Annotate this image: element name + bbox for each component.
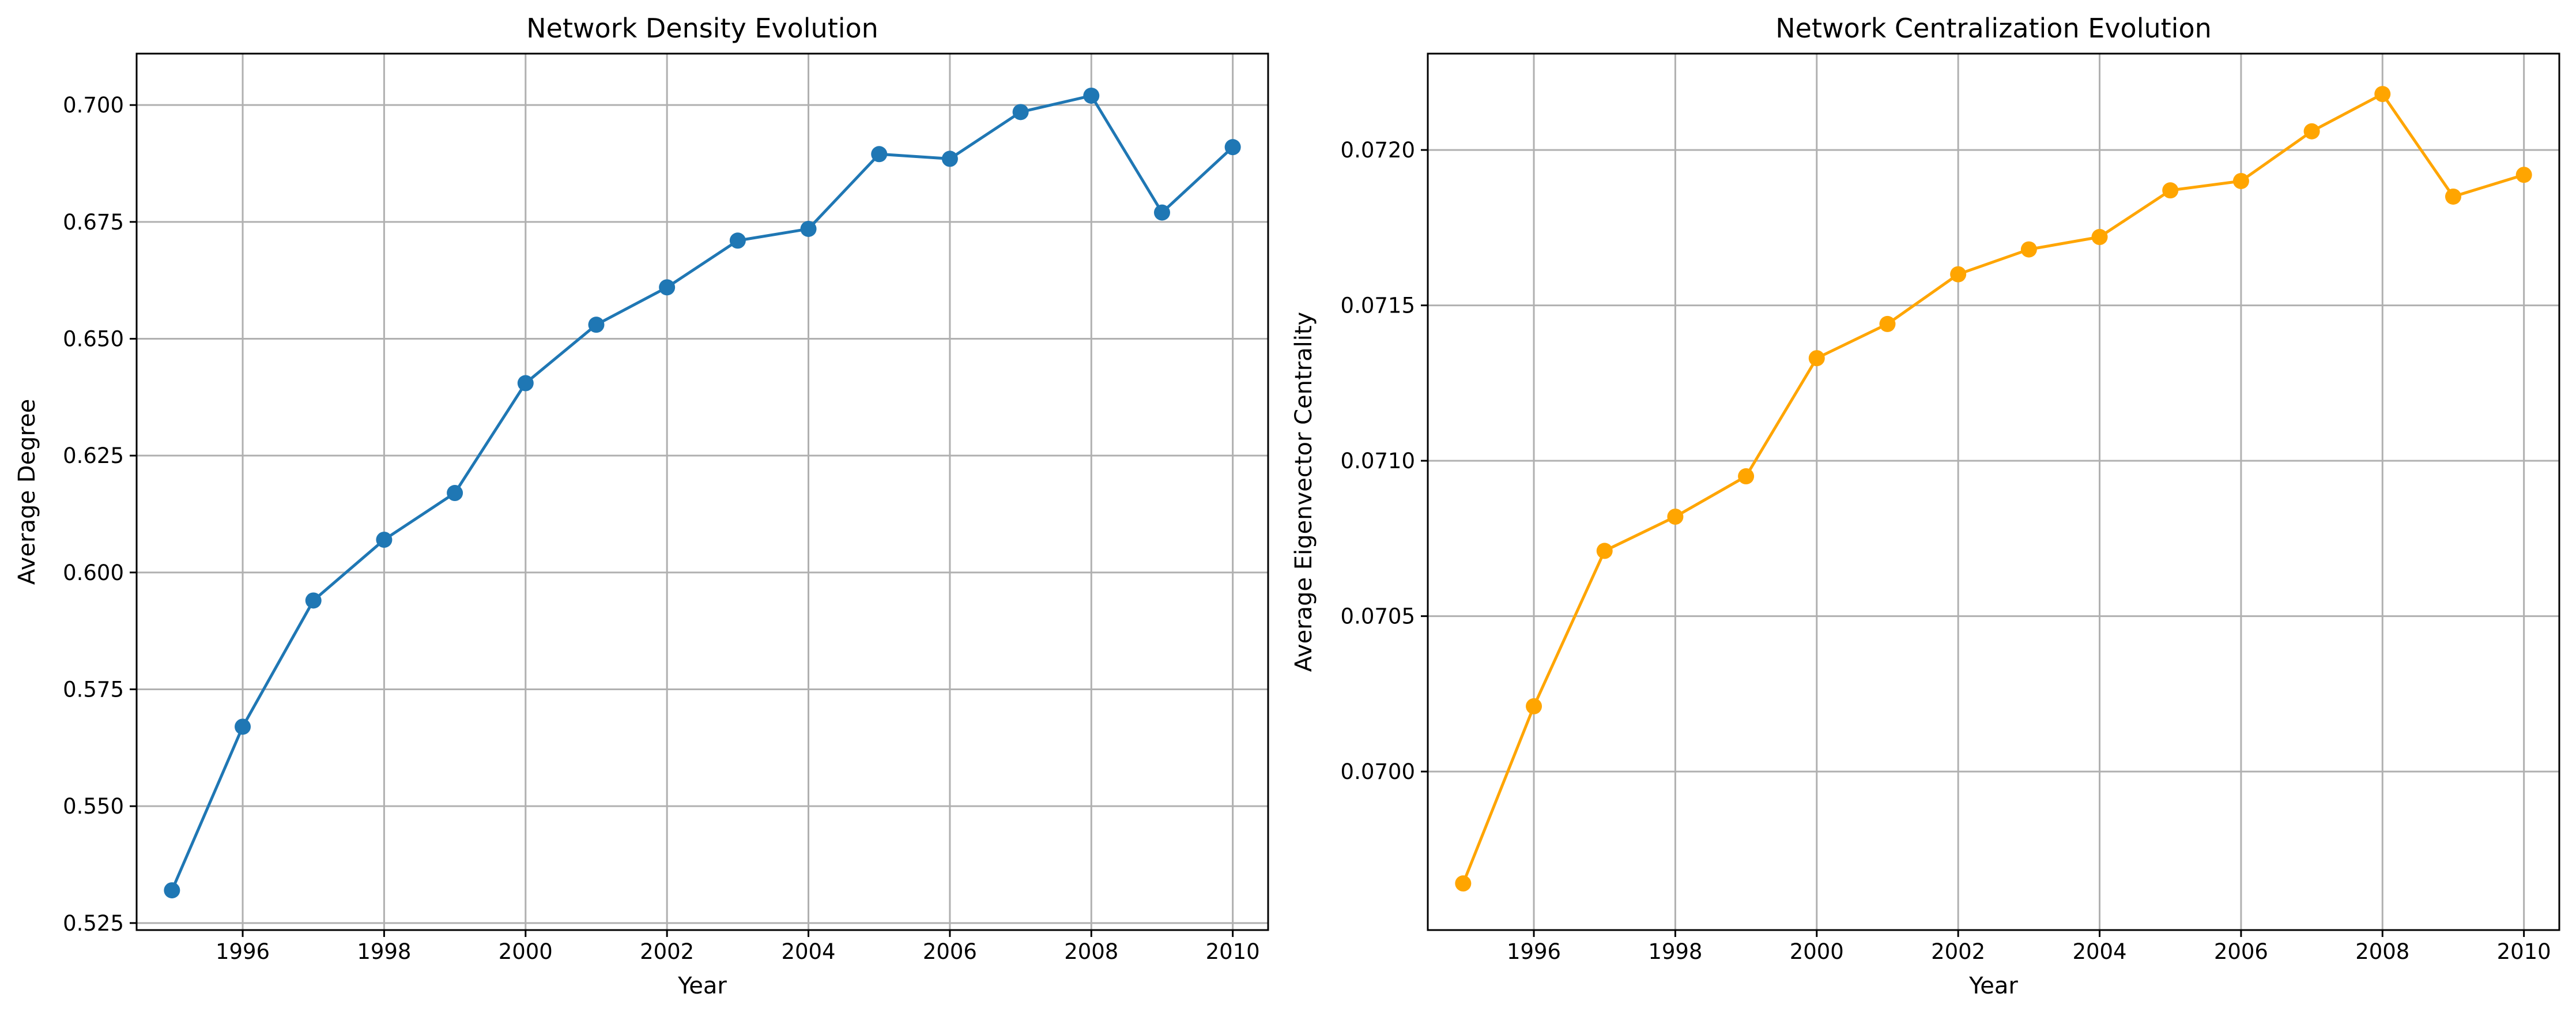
data-point xyxy=(2091,229,2108,246)
data-point xyxy=(1526,698,1542,714)
x-tick-label: 2004 xyxy=(781,939,835,964)
data-point xyxy=(2162,182,2179,199)
x-tick-label: 2008 xyxy=(1064,939,1118,964)
y-tick-label: 0.0705 xyxy=(1341,604,1415,629)
chart-title: Network Density Evolution xyxy=(526,13,878,44)
data-point xyxy=(2515,167,2532,183)
data-point xyxy=(2232,172,2249,189)
data-point xyxy=(871,146,888,163)
x-tick-label: 1998 xyxy=(1648,939,1702,964)
y-tick-label: 0.0715 xyxy=(1341,293,1415,318)
x-tick-label: 1996 xyxy=(1507,939,1561,964)
x-tick-label: 1996 xyxy=(216,939,270,964)
data-point xyxy=(376,532,393,548)
data-point xyxy=(1808,350,1825,367)
data-point xyxy=(941,150,958,167)
data-point xyxy=(1950,266,1967,283)
centralization-panel: 1996 1998 2000 2002 2004 2006 2008 2010 0.0700 0.… xyxy=(1291,13,2560,999)
data-point xyxy=(800,221,817,237)
x-axis-label: Year xyxy=(1968,973,2018,999)
x-tick-label: 2008 xyxy=(2355,939,2409,964)
data-point xyxy=(1455,875,1472,892)
plot-frame xyxy=(135,52,1269,931)
data-point xyxy=(447,485,463,502)
data-point xyxy=(659,279,676,296)
x-tick-label: 2000 xyxy=(499,939,553,964)
x-tick-label: 2010 xyxy=(1206,939,1260,964)
y-tick-label: 0.525 xyxy=(63,911,124,936)
plot-frame xyxy=(1427,52,2560,931)
data-point xyxy=(1224,139,1241,156)
data-point xyxy=(2020,241,2037,258)
y-axis-label: Average Degree xyxy=(14,399,40,585)
x-tick-label: 2010 xyxy=(2497,939,2551,964)
y-tick-label: 0.625 xyxy=(63,443,124,468)
data-point xyxy=(1012,104,1029,121)
y-tick-label: 0.550 xyxy=(63,794,124,819)
data-point xyxy=(517,375,534,392)
x-tick-label: 2006 xyxy=(923,939,977,964)
y-tick-label: 0.575 xyxy=(63,678,124,702)
data-point xyxy=(235,718,251,735)
data-point xyxy=(588,317,605,333)
y-tick-label: 0.700 xyxy=(63,93,124,118)
data-point xyxy=(2445,188,2461,205)
x-tick-label: 2002 xyxy=(1931,939,1985,964)
x-tick-label: 2006 xyxy=(2214,939,2268,964)
y-tick-label: 0.0700 xyxy=(1341,759,1415,784)
data-point xyxy=(2303,123,2320,140)
y-tick-label: 0.650 xyxy=(63,327,124,352)
data-point xyxy=(2374,86,2391,103)
data-point xyxy=(729,232,746,249)
data-point xyxy=(1596,543,1613,559)
y-axis-label: Average Eigenvector Centrality xyxy=(1291,312,1317,672)
data-point xyxy=(1879,315,1896,332)
data-point xyxy=(164,882,180,899)
x-tick-label: 2004 xyxy=(2072,939,2126,964)
x-axis-label: Year xyxy=(677,973,727,999)
y-tick-label: 0.600 xyxy=(63,560,124,585)
data-point xyxy=(305,592,322,609)
density-panel: 1996 1998 2000 2002 2004 2006 2008 2010 0.525 0.5… xyxy=(14,13,1269,999)
y-tick-label: 0.0710 xyxy=(1341,449,1415,473)
data-point xyxy=(1738,468,1755,485)
x-tick-label: 1998 xyxy=(357,939,411,964)
y-tick-label: 0.675 xyxy=(63,210,124,235)
series-line xyxy=(171,94,1234,891)
y-tick-label: 0.0720 xyxy=(1341,138,1415,163)
data-point xyxy=(1153,204,1170,221)
data-point xyxy=(1083,87,1100,104)
x-tick-label: 2002 xyxy=(640,939,694,964)
series-line xyxy=(1462,92,2525,884)
x-tick-label: 2000 xyxy=(1790,939,1844,964)
chart-title: Network Centralization Evolution xyxy=(1775,13,2212,44)
data-point xyxy=(1667,509,1684,525)
